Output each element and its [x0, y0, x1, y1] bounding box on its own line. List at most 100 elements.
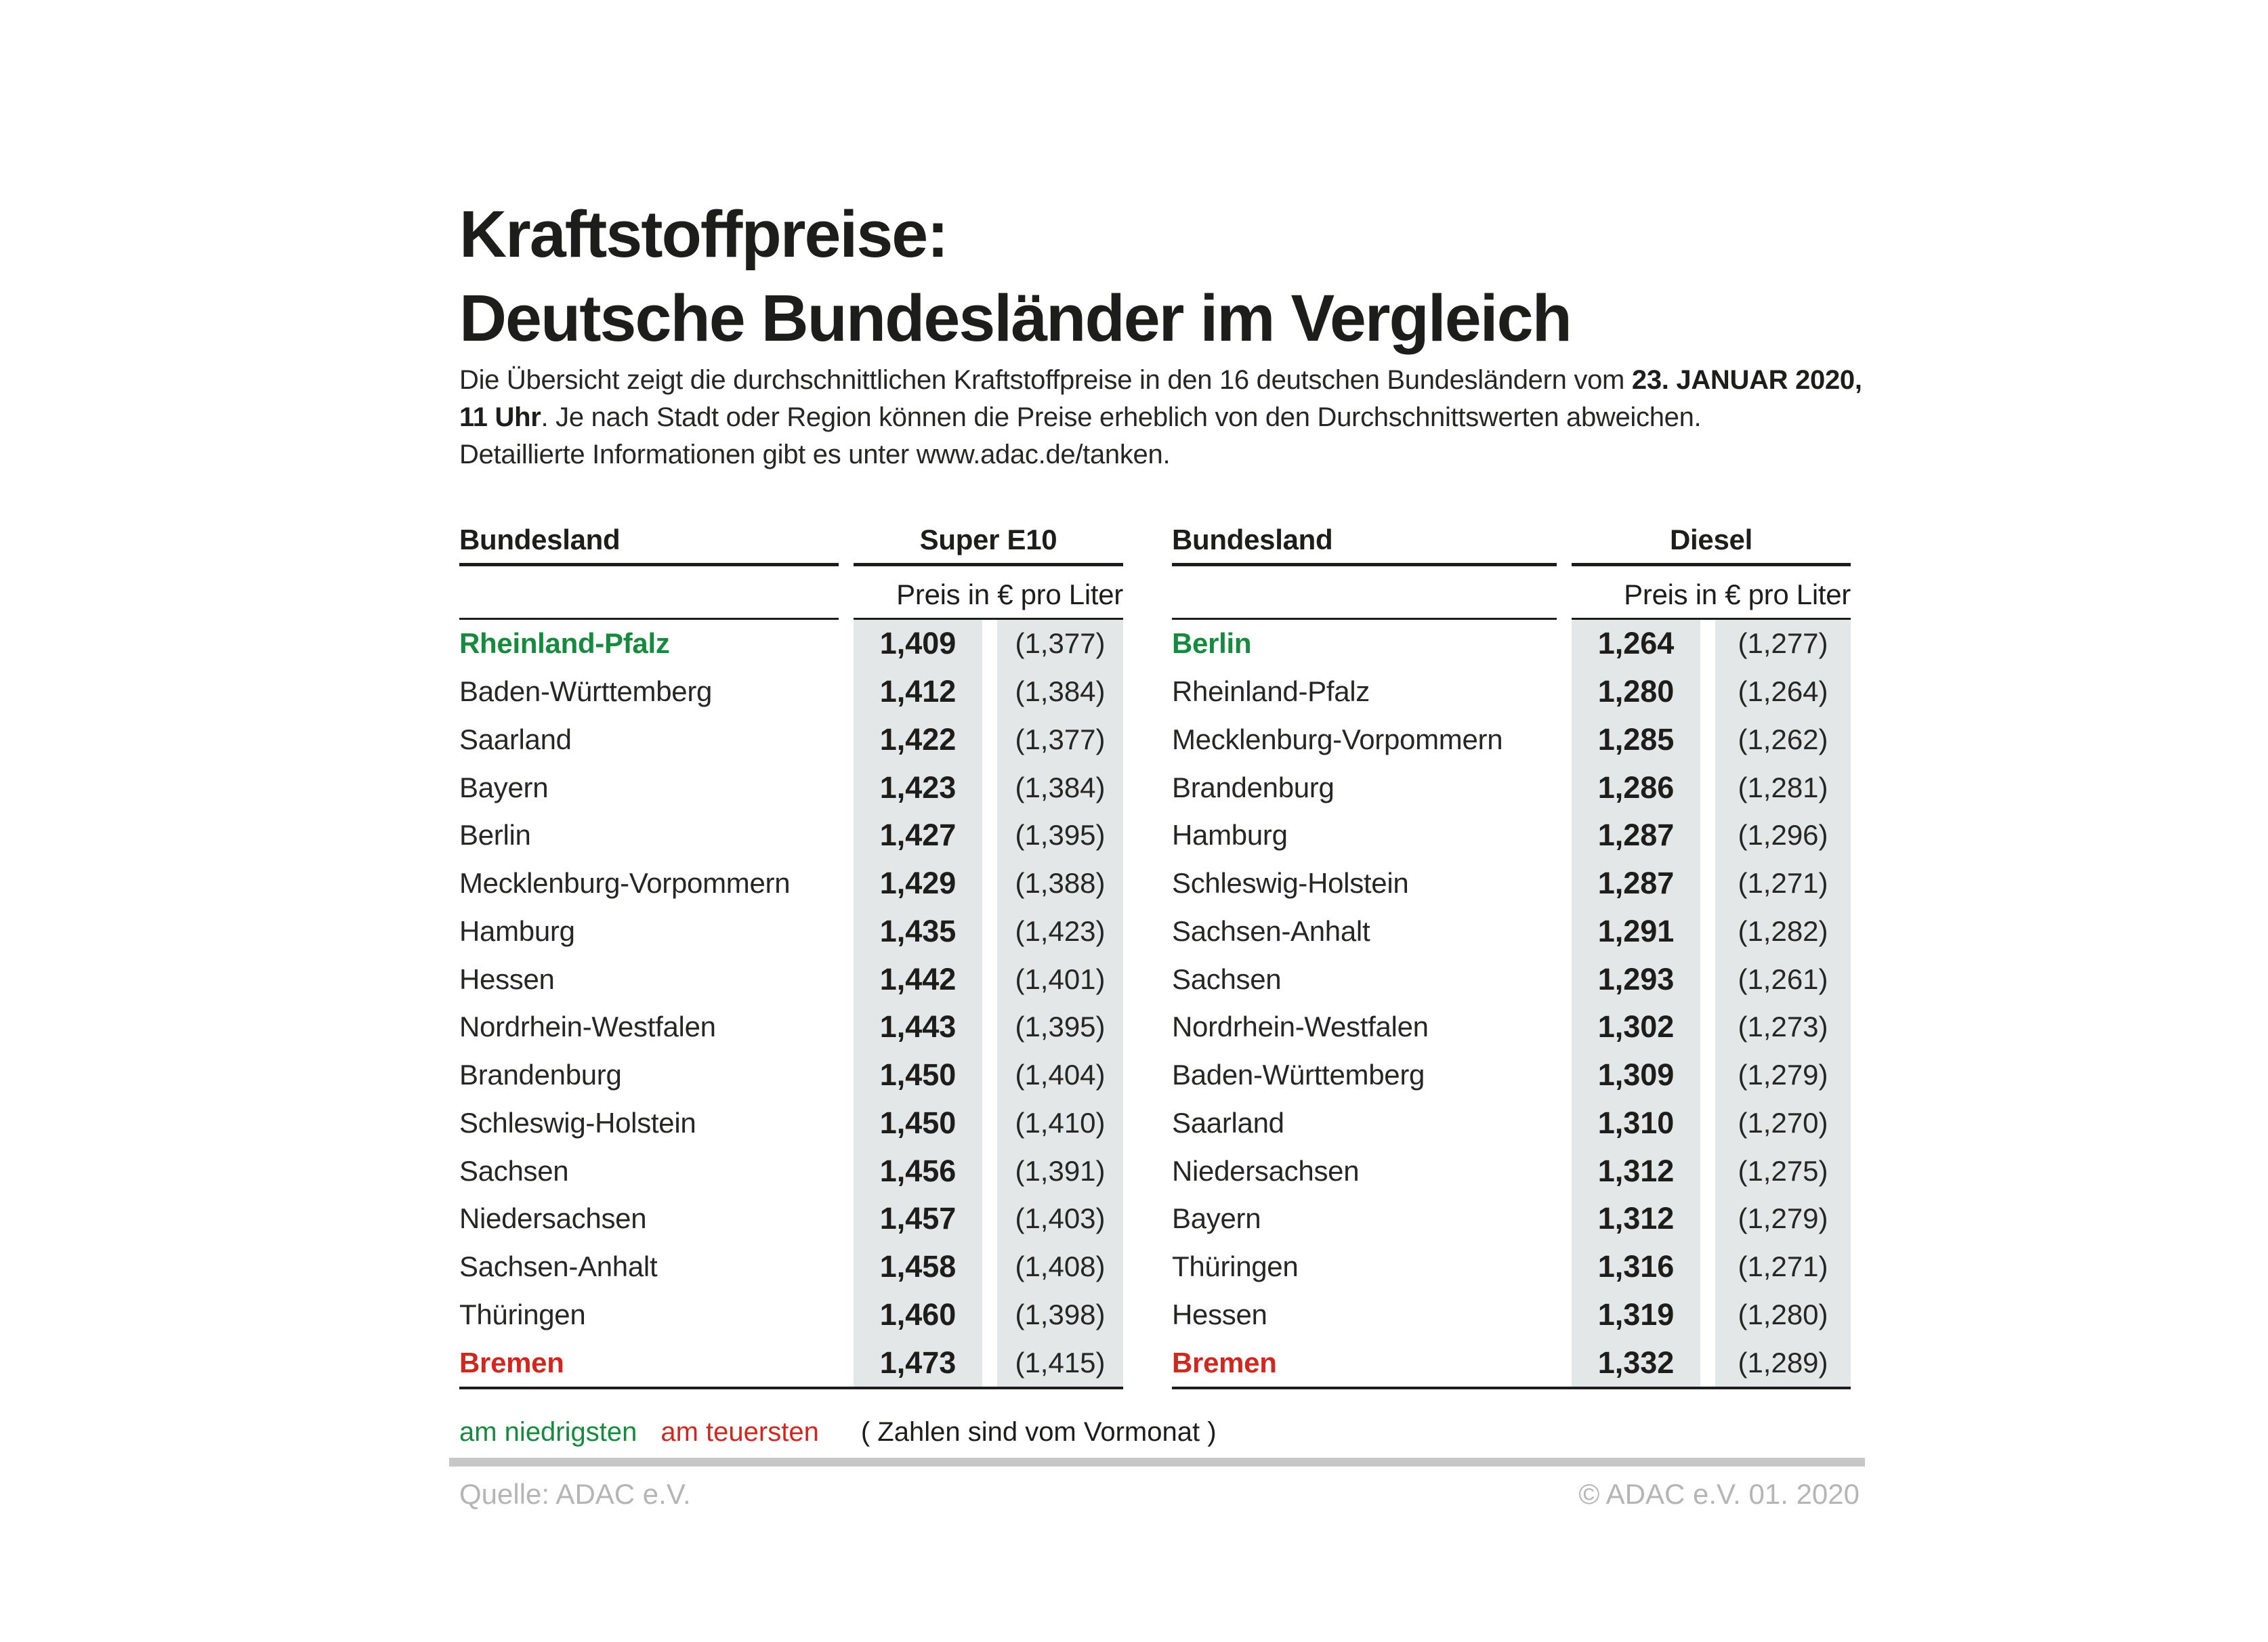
price-current: 1,422	[854, 715, 982, 764]
price-previous-month: (1,280)	[1715, 1290, 1851, 1339]
price-current: 1,302	[1572, 1003, 1700, 1051]
table-row: Thüringen 1,460 (1,398)	[459, 1290, 1123, 1339]
state-name: Berlin	[1172, 627, 1252, 660]
column-header-bundesland: Bundesland	[1172, 515, 1557, 566]
state-name: Hessen	[459, 963, 555, 995]
state-name: Brandenburg	[459, 1059, 622, 1091]
state-name: Hamburg	[459, 914, 575, 947]
table-row: Sachsen 1,293 (1,261)	[1172, 955, 1851, 1003]
state-name: Baden-Württemberg	[1172, 1059, 1425, 1091]
table-row: Bayern 1,312 (1,279)	[1172, 1195, 1851, 1243]
intro-text: Die Übersicht zeigt die durchschnittlich…	[459, 362, 2017, 473]
footer-copyright: © ADAC e.V. 01. 2020	[1578, 1478, 1860, 1510]
legend-note: ( Zahlen sind vom Vormonat )	[860, 1417, 1217, 1447]
table-row: Hessen 1,442 (1,401)	[459, 955, 1123, 1003]
price-previous-month: (1,277)	[1715, 620, 1851, 668]
table-row: Hessen 1,319 (1,280)	[1172, 1290, 1851, 1339]
price-current: 1,286	[1572, 763, 1700, 812]
table-row: Berlin 1,427 (1,395)	[459, 812, 1123, 860]
price-current: 1,435	[854, 907, 982, 956]
state-name: Niedersachsen	[459, 1202, 647, 1235]
state-name: Schleswig-Holstein	[1172, 867, 1409, 900]
legend: am niedrigsten am teuersten ( Zahlen sin…	[459, 1417, 1217, 1448]
state-name: Nordrhein-Westfalen	[1172, 1011, 1429, 1043]
price-previous-month: (1,271)	[1715, 1242, 1851, 1291]
price-previous-month: (1,271)	[1715, 859, 1851, 908]
price-previous-month: (1,384)	[997, 667, 1123, 716]
price-previous-month: (1,395)	[997, 1003, 1123, 1051]
price-previous-month: (1,415)	[997, 1339, 1123, 1387]
state-name: Nordrhein-Westfalen	[459, 1011, 716, 1043]
table-row: Bremen 1,473 (1,415)	[459, 1339, 1123, 1387]
price-current: 1,429	[854, 859, 982, 908]
intro-date-bold: 23. JANUAR 2020,	[1631, 365, 1862, 395]
legend-lowest: am niedrigsten	[459, 1417, 637, 1447]
diesel-table-body: Berlin 1,264 (1,277) Rheinland-Pfalz 1,2…	[1172, 620, 1851, 1389]
price-current: 1,264	[1572, 620, 1700, 668]
price-current: 1,312	[1572, 1147, 1700, 1195]
table-row: Saarland 1,310 (1,270)	[1172, 1099, 1851, 1148]
subheader-spacer	[459, 566, 839, 620]
price-current: 1,285	[1572, 715, 1700, 764]
price-current: 1,319	[1572, 1290, 1700, 1339]
super-e10-table-header: Bundesland Super E10	[459, 515, 1123, 566]
price-previous-month: (1,279)	[1715, 1195, 1851, 1243]
price-current: 1,460	[854, 1290, 982, 1339]
state-name: Saarland	[1172, 1106, 1284, 1139]
price-current: 1,280	[1572, 667, 1700, 716]
table-row: Rheinland-Pfalz 1,280 (1,264)	[1172, 667, 1851, 716]
column-header-super-e10: Super E10	[854, 515, 1123, 566]
price-current: 1,409	[854, 620, 982, 668]
price-previous-month: (1,377)	[997, 715, 1123, 764]
column-header-bundesland: Bundesland	[459, 515, 839, 566]
price-previous-month: (1,423)	[997, 907, 1123, 956]
state-name: Rheinland-Pfalz	[1172, 675, 1370, 708]
price-current: 1,423	[854, 763, 982, 812]
price-current: 1,450	[854, 1051, 982, 1099]
price-previous-month: (1,403)	[997, 1195, 1123, 1243]
table-row: Mecklenburg-Vorpommern 1,429 (1,388)	[459, 859, 1123, 908]
table-row: Saarland 1,422 (1,377)	[459, 715, 1123, 764]
price-previous-month: (1,289)	[1715, 1339, 1851, 1387]
state-name: Bayern	[1172, 1202, 1261, 1235]
unit-label-diesel: Preis in € pro Liter	[1572, 566, 1851, 620]
state-name: Sachsen	[1172, 963, 1282, 995]
table-row: Brandenburg 1,450 (1,404)	[459, 1051, 1123, 1099]
state-name: Sachsen-Anhalt	[1172, 914, 1370, 947]
state-name: Bremen	[1172, 1346, 1277, 1378]
price-previous-month: (1,296)	[1715, 812, 1851, 860]
price-current: 1,473	[854, 1339, 982, 1387]
price-current: 1,332	[1572, 1339, 1700, 1387]
price-previous-month: (1,398)	[997, 1290, 1123, 1339]
price-current: 1,456	[854, 1147, 982, 1195]
price-current: 1,457	[854, 1195, 982, 1243]
price-current: 1,287	[1572, 812, 1700, 860]
price-previous-month: (1,262)	[1715, 715, 1851, 764]
table-row: Baden-Württemberg 1,309 (1,279)	[1172, 1051, 1851, 1099]
price-current: 1,443	[854, 1003, 982, 1051]
state-name: Hamburg	[1172, 819, 1288, 851]
state-name: Mecklenburg-Vorpommern	[459, 867, 791, 900]
page-title: Kraftstoffpreise: Deutsche Bundesländer …	[459, 192, 1572, 360]
price-current: 1,412	[854, 667, 982, 716]
price-previous-month: (1,264)	[1715, 667, 1851, 716]
price-current: 1,316	[1572, 1242, 1700, 1291]
table-row: Nordrhein-Westfalen 1,302 (1,273)	[1172, 1003, 1851, 1051]
table-row: Hamburg 1,287 (1,296)	[1172, 812, 1851, 860]
table-row: Hamburg 1,435 (1,423)	[459, 907, 1123, 956]
state-name: Sachsen-Anhalt	[459, 1250, 658, 1283]
intro-line3: Detaillierte Informationen gibt es unter…	[459, 440, 1171, 469]
state-name: Sachsen	[459, 1154, 569, 1187]
state-name: Bayern	[459, 771, 549, 803]
page-title-line1: Kraftstoffpreise:	[459, 197, 949, 271]
table-row: Sachsen-Anhalt 1,458 (1,408)	[459, 1242, 1123, 1291]
table-row: Bayern 1,423 (1,384)	[459, 763, 1123, 812]
state-name: Schleswig-Holstein	[459, 1106, 696, 1139]
intro-time-bold: 11 Uhr	[459, 402, 541, 432]
price-current: 1,450	[854, 1099, 982, 1148]
price-previous-month: (1,410)	[997, 1099, 1123, 1148]
state-name: Bremen	[459, 1346, 564, 1378]
state-name: Niedersachsen	[1172, 1154, 1360, 1187]
column-header-diesel: Diesel	[1572, 515, 1851, 566]
